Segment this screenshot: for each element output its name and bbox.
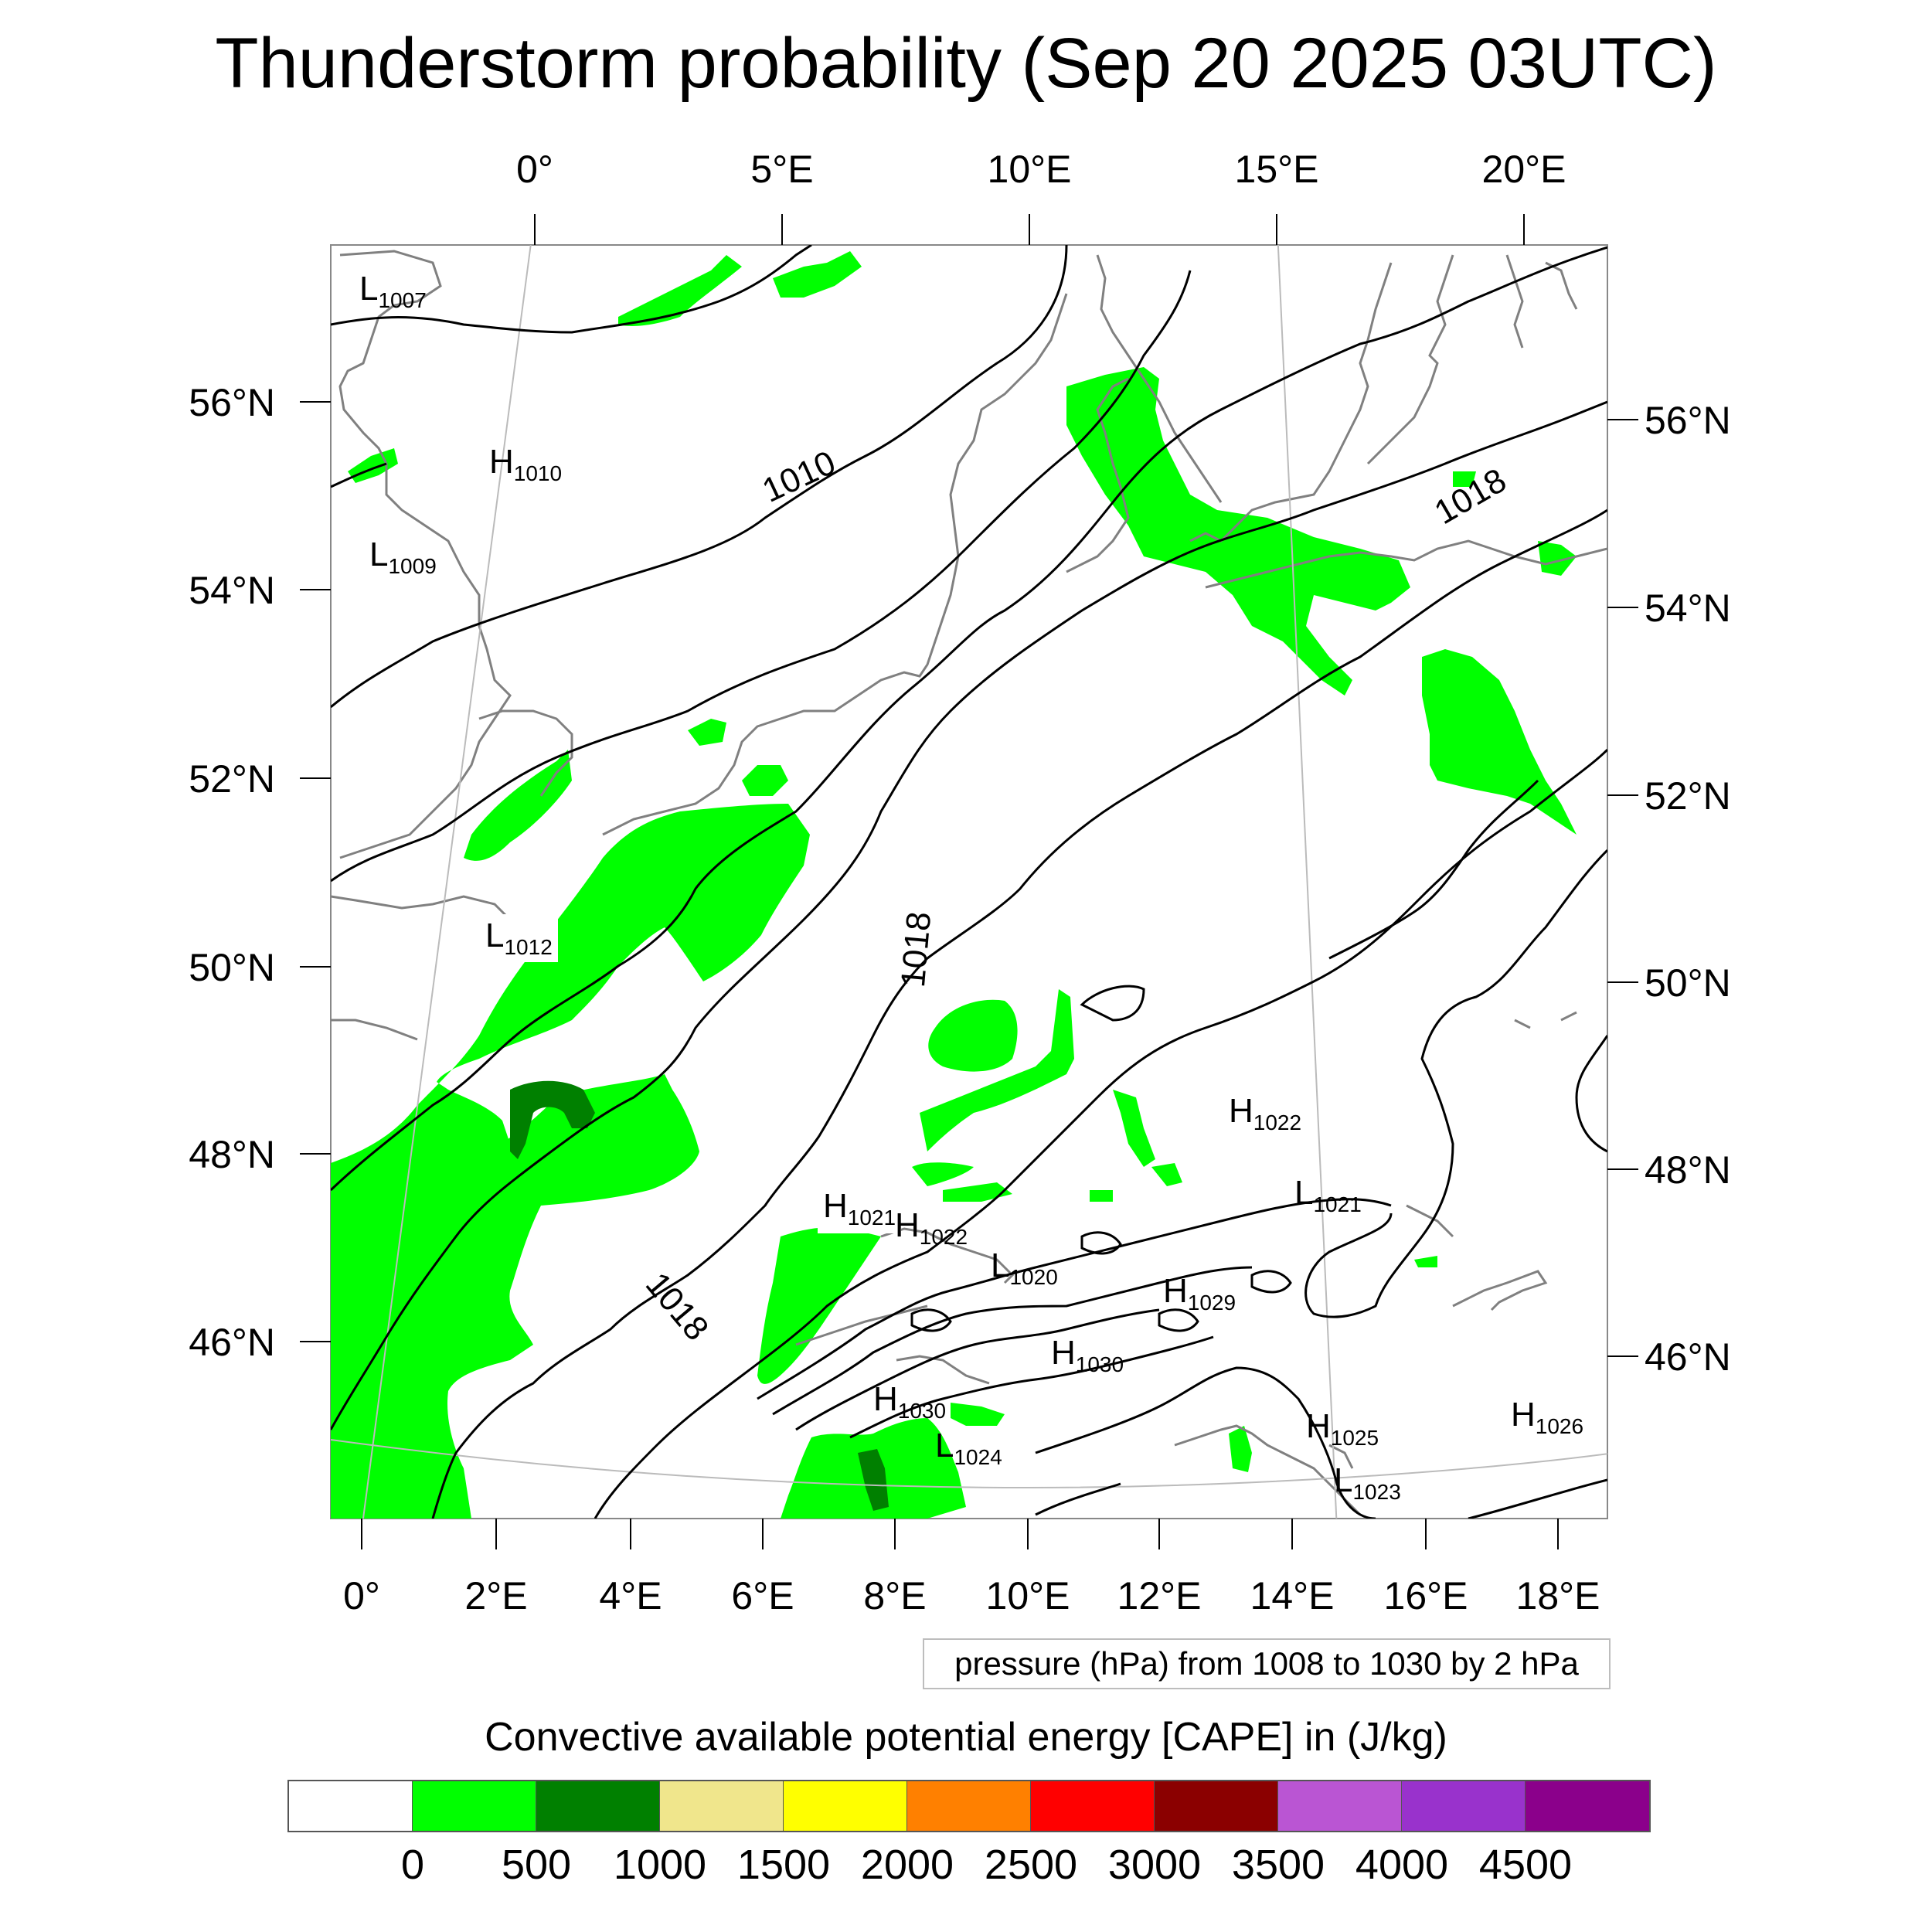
pressure-center: H1022	[895, 1206, 968, 1249]
top-lon-label: 0°	[516, 148, 553, 191]
right-lat-label: 46°N	[1645, 1335, 1731, 1379]
colorbar-swatch	[289, 1781, 413, 1831]
pressure-center: L1007	[359, 270, 427, 312]
pressure-center: H1026	[1511, 1396, 1583, 1438]
bottom-lon-label: 2°E	[464, 1574, 527, 1617]
graticule	[331, 245, 1607, 1519]
left-lat-label: 50°N	[189, 946, 275, 989]
left-lat-label: 52°N	[189, 757, 275, 801]
bottom-lon-label: 8°E	[863, 1574, 926, 1617]
colorbar-label: 1000	[613, 1842, 707, 1888]
top-lon-label: 10°E	[988, 148, 1072, 191]
bottom-lon-label: 0°	[343, 1574, 380, 1617]
colorbar-swatch	[907, 1781, 1031, 1831]
right-lat-label: 52°N	[1645, 774, 1731, 818]
isobars	[331, 245, 1607, 1519]
pressure-centers: L1007 H1010 L1009 L1012 H1022 H1021 H102…	[359, 270, 1583, 1504]
map-frame	[330, 244, 1608, 1519]
tick-marks	[300, 214, 1638, 1549]
bottom-lon-label: 14°E	[1250, 1574, 1335, 1617]
colorbar-swatch	[1155, 1781, 1278, 1831]
bottom-lon-label: 12°E	[1117, 1574, 1202, 1617]
label-background	[479, 914, 558, 962]
left-lat-label: 48°N	[189, 1133, 275, 1176]
pressure-center: H1029	[1163, 1272, 1236, 1315]
left-lat-label: 46°N	[189, 1321, 275, 1364]
label-background	[818, 1190, 901, 1233]
top-lon-label: 5°E	[750, 148, 813, 191]
right-lat-label: 56°N	[1645, 399, 1731, 442]
bottom-lon-label: 4°E	[599, 1574, 662, 1617]
colorbar-title: Convective available potential energy [C…	[485, 1715, 1447, 1760]
colorbar-swatch	[1526, 1781, 1649, 1831]
pressure-center: L1024	[935, 1427, 1002, 1469]
pressure-center: L1020	[991, 1247, 1058, 1289]
top-lon-label: 15°E	[1235, 148, 1319, 191]
coastlines	[331, 250, 1607, 1516]
colorbar-swatch	[784, 1781, 907, 1831]
right-lat-label: 48°N	[1645, 1148, 1731, 1192]
colorbar-label: 2500	[984, 1842, 1078, 1888]
colorbar-label: 4500	[1478, 1842, 1573, 1888]
left-lat-label: 54°N	[189, 569, 275, 612]
colorbar-label: 2000	[860, 1842, 954, 1888]
colorbar-swatch	[1402, 1781, 1526, 1831]
pressure-center: L1023	[1334, 1461, 1401, 1504]
pressure-center: L1012	[485, 917, 553, 959]
left-lat-labels: 56°N 54°N 52°N 50°N 48°N 46°N	[189, 381, 275, 1364]
colorbar-swatch	[413, 1781, 536, 1831]
pressure-center: H1022	[1229, 1092, 1301, 1134]
bottom-lon-label: 10°E	[986, 1574, 1070, 1617]
colorbar-label: 0	[400, 1842, 425, 1888]
map-title: Thunderstorm probability (Sep 20 2025 03…	[215, 24, 1717, 103]
colorbar-label: 4000	[1355, 1842, 1449, 1888]
bottom-lon-label: 18°E	[1516, 1574, 1600, 1617]
cape-shading-mid	[510, 1080, 889, 1511]
pressure-center: H1025	[1306, 1407, 1379, 1450]
pressure-center: H1010	[489, 443, 562, 485]
right-lat-label: 54°N	[1645, 587, 1731, 630]
pressure-center: L1021	[1294, 1174, 1362, 1216]
bottom-lon-label: 6°E	[731, 1574, 794, 1617]
colorbar-label: 3000	[1107, 1842, 1202, 1888]
pressure-center: H1030	[873, 1380, 946, 1423]
top-lon-labels: 0° 5°E 10°E 15°E 20°E	[516, 148, 1566, 191]
bottom-lon-labels: 0° 2°E 4°E 6°E 8°E 10°E 12°E 14°E 16°E 1…	[343, 1574, 1600, 1617]
right-lat-label: 50°N	[1645, 961, 1731, 1005]
colorbar-label: 1500	[736, 1842, 831, 1888]
top-lon-label: 20°E	[1482, 148, 1566, 191]
contour-info-box: pressure (hPa) from 1008 to 1030 by 2 hP…	[923, 1638, 1611, 1689]
colorbar	[287, 1780, 1651, 1832]
bottom-lon-label: 16°E	[1384, 1574, 1468, 1617]
left-lat-label: 56°N	[189, 381, 275, 424]
isobar-label-1018-center: 1018	[894, 910, 938, 989]
pressure-center: H1030	[1051, 1334, 1124, 1376]
pressure-center: L1009	[369, 536, 437, 578]
colorbar-swatch	[660, 1781, 784, 1831]
colorbar-swatch	[1031, 1781, 1155, 1831]
colorbar-label: 500	[501, 1842, 572, 1888]
pressure-center: H1021	[823, 1187, 896, 1230]
colorbar-swatch	[1278, 1781, 1402, 1831]
colorbar-swatch	[536, 1781, 660, 1831]
right-lat-labels: 56°N 54°N 52°N 50°N 48°N 46°N	[1645, 399, 1731, 1379]
colorbar-label: 3500	[1231, 1842, 1325, 1888]
